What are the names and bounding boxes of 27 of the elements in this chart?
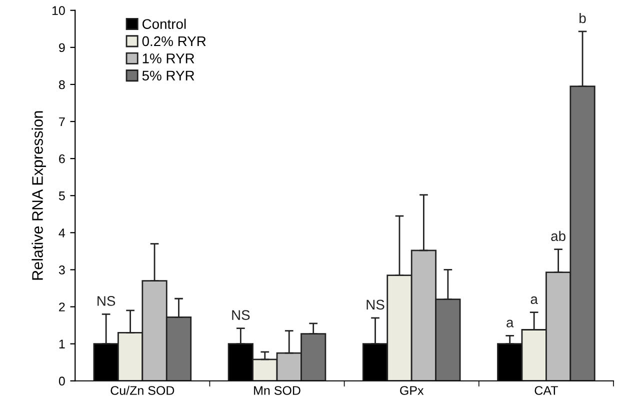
y-tick-label: 3	[58, 266, 65, 274]
y-tick-label: 6	[59, 154, 65, 164]
y-axis-title: Relative RNA Expression	[32, 111, 46, 280]
y-tick-label: 7	[59, 117, 65, 126]
annotation: NS	[232, 310, 250, 320]
annotation: NS	[366, 300, 384, 310]
annotation: a	[530, 296, 538, 304]
x-tick-label: Cu/Zn SOD	[110, 386, 174, 395]
y-tick-label: 1	[59, 340, 65, 348]
x-tick-label: CAT	[534, 386, 558, 395]
y-tick-label: 2	[59, 302, 65, 312]
y-tick-label: 4	[58, 228, 66, 238]
legend-label: 1% RYR	[142, 54, 194, 64]
annotation: b	[580, 12, 586, 24]
annotation: NS	[98, 296, 116, 306]
y-tick-label: 9	[59, 43, 65, 52]
legend-label: 0.2% RYR	[142, 36, 206, 46]
legend-label: 5% RYR	[142, 70, 194, 81]
y-tick-label: 8	[58, 80, 65, 90]
x-tick-label: GPx	[400, 386, 424, 395]
legend-label: Control	[142, 18, 186, 29]
annotation: a	[506, 320, 514, 328]
x-tick-label: Mn SOD	[254, 386, 300, 395]
y-tick-label: 0	[58, 376, 65, 386]
annotation: ab	[551, 230, 566, 242]
y-tick-label: 10	[52, 6, 65, 15]
y-tick-label: 5	[58, 192, 65, 200]
